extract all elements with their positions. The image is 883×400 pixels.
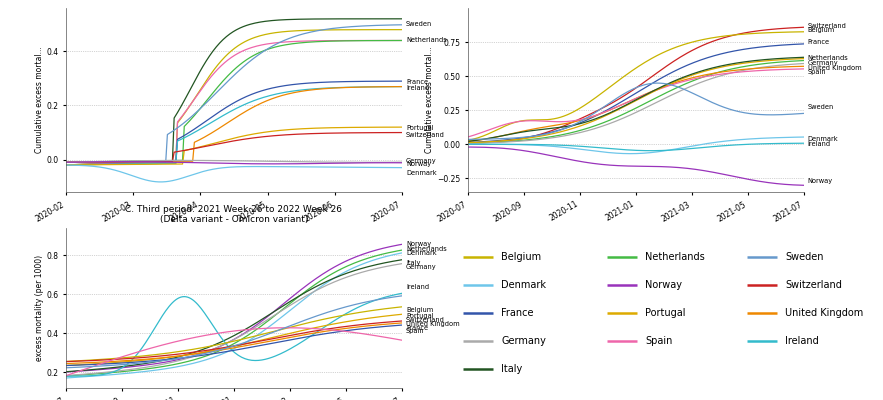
- Text: Switzerland: Switzerland: [406, 317, 445, 323]
- Text: Ireland: Ireland: [808, 141, 831, 147]
- Text: France: France: [406, 324, 428, 330]
- Text: Ireland: Ireland: [406, 85, 429, 91]
- Text: Switzerland: Switzerland: [808, 23, 847, 29]
- Text: Germany: Germany: [502, 336, 546, 346]
- Text: Netherlands: Netherlands: [808, 56, 849, 62]
- Text: Spain: Spain: [808, 69, 826, 75]
- Text: Denmark: Denmark: [808, 136, 838, 142]
- Text: Denmark: Denmark: [406, 170, 436, 176]
- Text: Netherlands: Netherlands: [406, 246, 447, 252]
- Text: United Kingdom: United Kingdom: [785, 308, 864, 318]
- Text: Ireland: Ireland: [406, 284, 429, 290]
- Text: Switzerland: Switzerland: [406, 132, 445, 138]
- Text: Norway: Norway: [406, 161, 431, 167]
- Text: Italy: Italy: [502, 364, 523, 374]
- Text: Germany: Germany: [808, 60, 838, 66]
- Text: Norway: Norway: [406, 241, 431, 247]
- Text: Denmark: Denmark: [502, 280, 547, 290]
- Text: Portugal: Portugal: [406, 313, 434, 319]
- Text: Denmark: Denmark: [406, 250, 436, 256]
- Text: Netherlands: Netherlands: [645, 252, 705, 262]
- Text: United Kingdom: United Kingdom: [406, 321, 459, 327]
- Text: Netherlands: Netherlands: [406, 38, 447, 44]
- Text: Belgium: Belgium: [808, 27, 835, 33]
- Y-axis label: Cumulative excess mortal...: Cumulative excess mortal...: [426, 47, 434, 153]
- Text: Ireland: Ireland: [785, 336, 819, 346]
- Y-axis label: excess mortality (per 1000): excess mortality (per 1000): [34, 255, 43, 361]
- Text: Sweden: Sweden: [808, 104, 834, 110]
- Text: Sweden: Sweden: [406, 21, 432, 27]
- Text: Sweden: Sweden: [785, 252, 824, 262]
- Text: Belgium: Belgium: [502, 252, 541, 262]
- Text: Norway: Norway: [645, 280, 683, 290]
- Text: Switzerland: Switzerland: [785, 280, 842, 290]
- Text: Belgium: Belgium: [406, 307, 434, 313]
- Y-axis label: Cumulative excess mortal...: Cumulative excess mortal...: [34, 47, 43, 153]
- Text: Portugal: Portugal: [406, 126, 434, 132]
- Title: C. Third period: 2021 Week 26 to 2022 Week 26
(Delta variant - Omicron variant): C. Third period: 2021 Week 26 to 2022 We…: [125, 205, 343, 224]
- Text: Norway: Norway: [808, 178, 833, 184]
- Text: Italy: Italy: [406, 260, 420, 266]
- Text: Spain: Spain: [406, 328, 425, 334]
- Text: Germany: Germany: [406, 158, 436, 164]
- Text: France: France: [406, 80, 428, 86]
- Text: Germany: Germany: [406, 264, 436, 270]
- Text: Spain: Spain: [645, 336, 673, 346]
- Text: France: France: [502, 308, 533, 318]
- Text: Portugal: Portugal: [645, 308, 686, 318]
- Text: France: France: [808, 39, 830, 45]
- Text: United Kingdom: United Kingdom: [808, 65, 861, 71]
